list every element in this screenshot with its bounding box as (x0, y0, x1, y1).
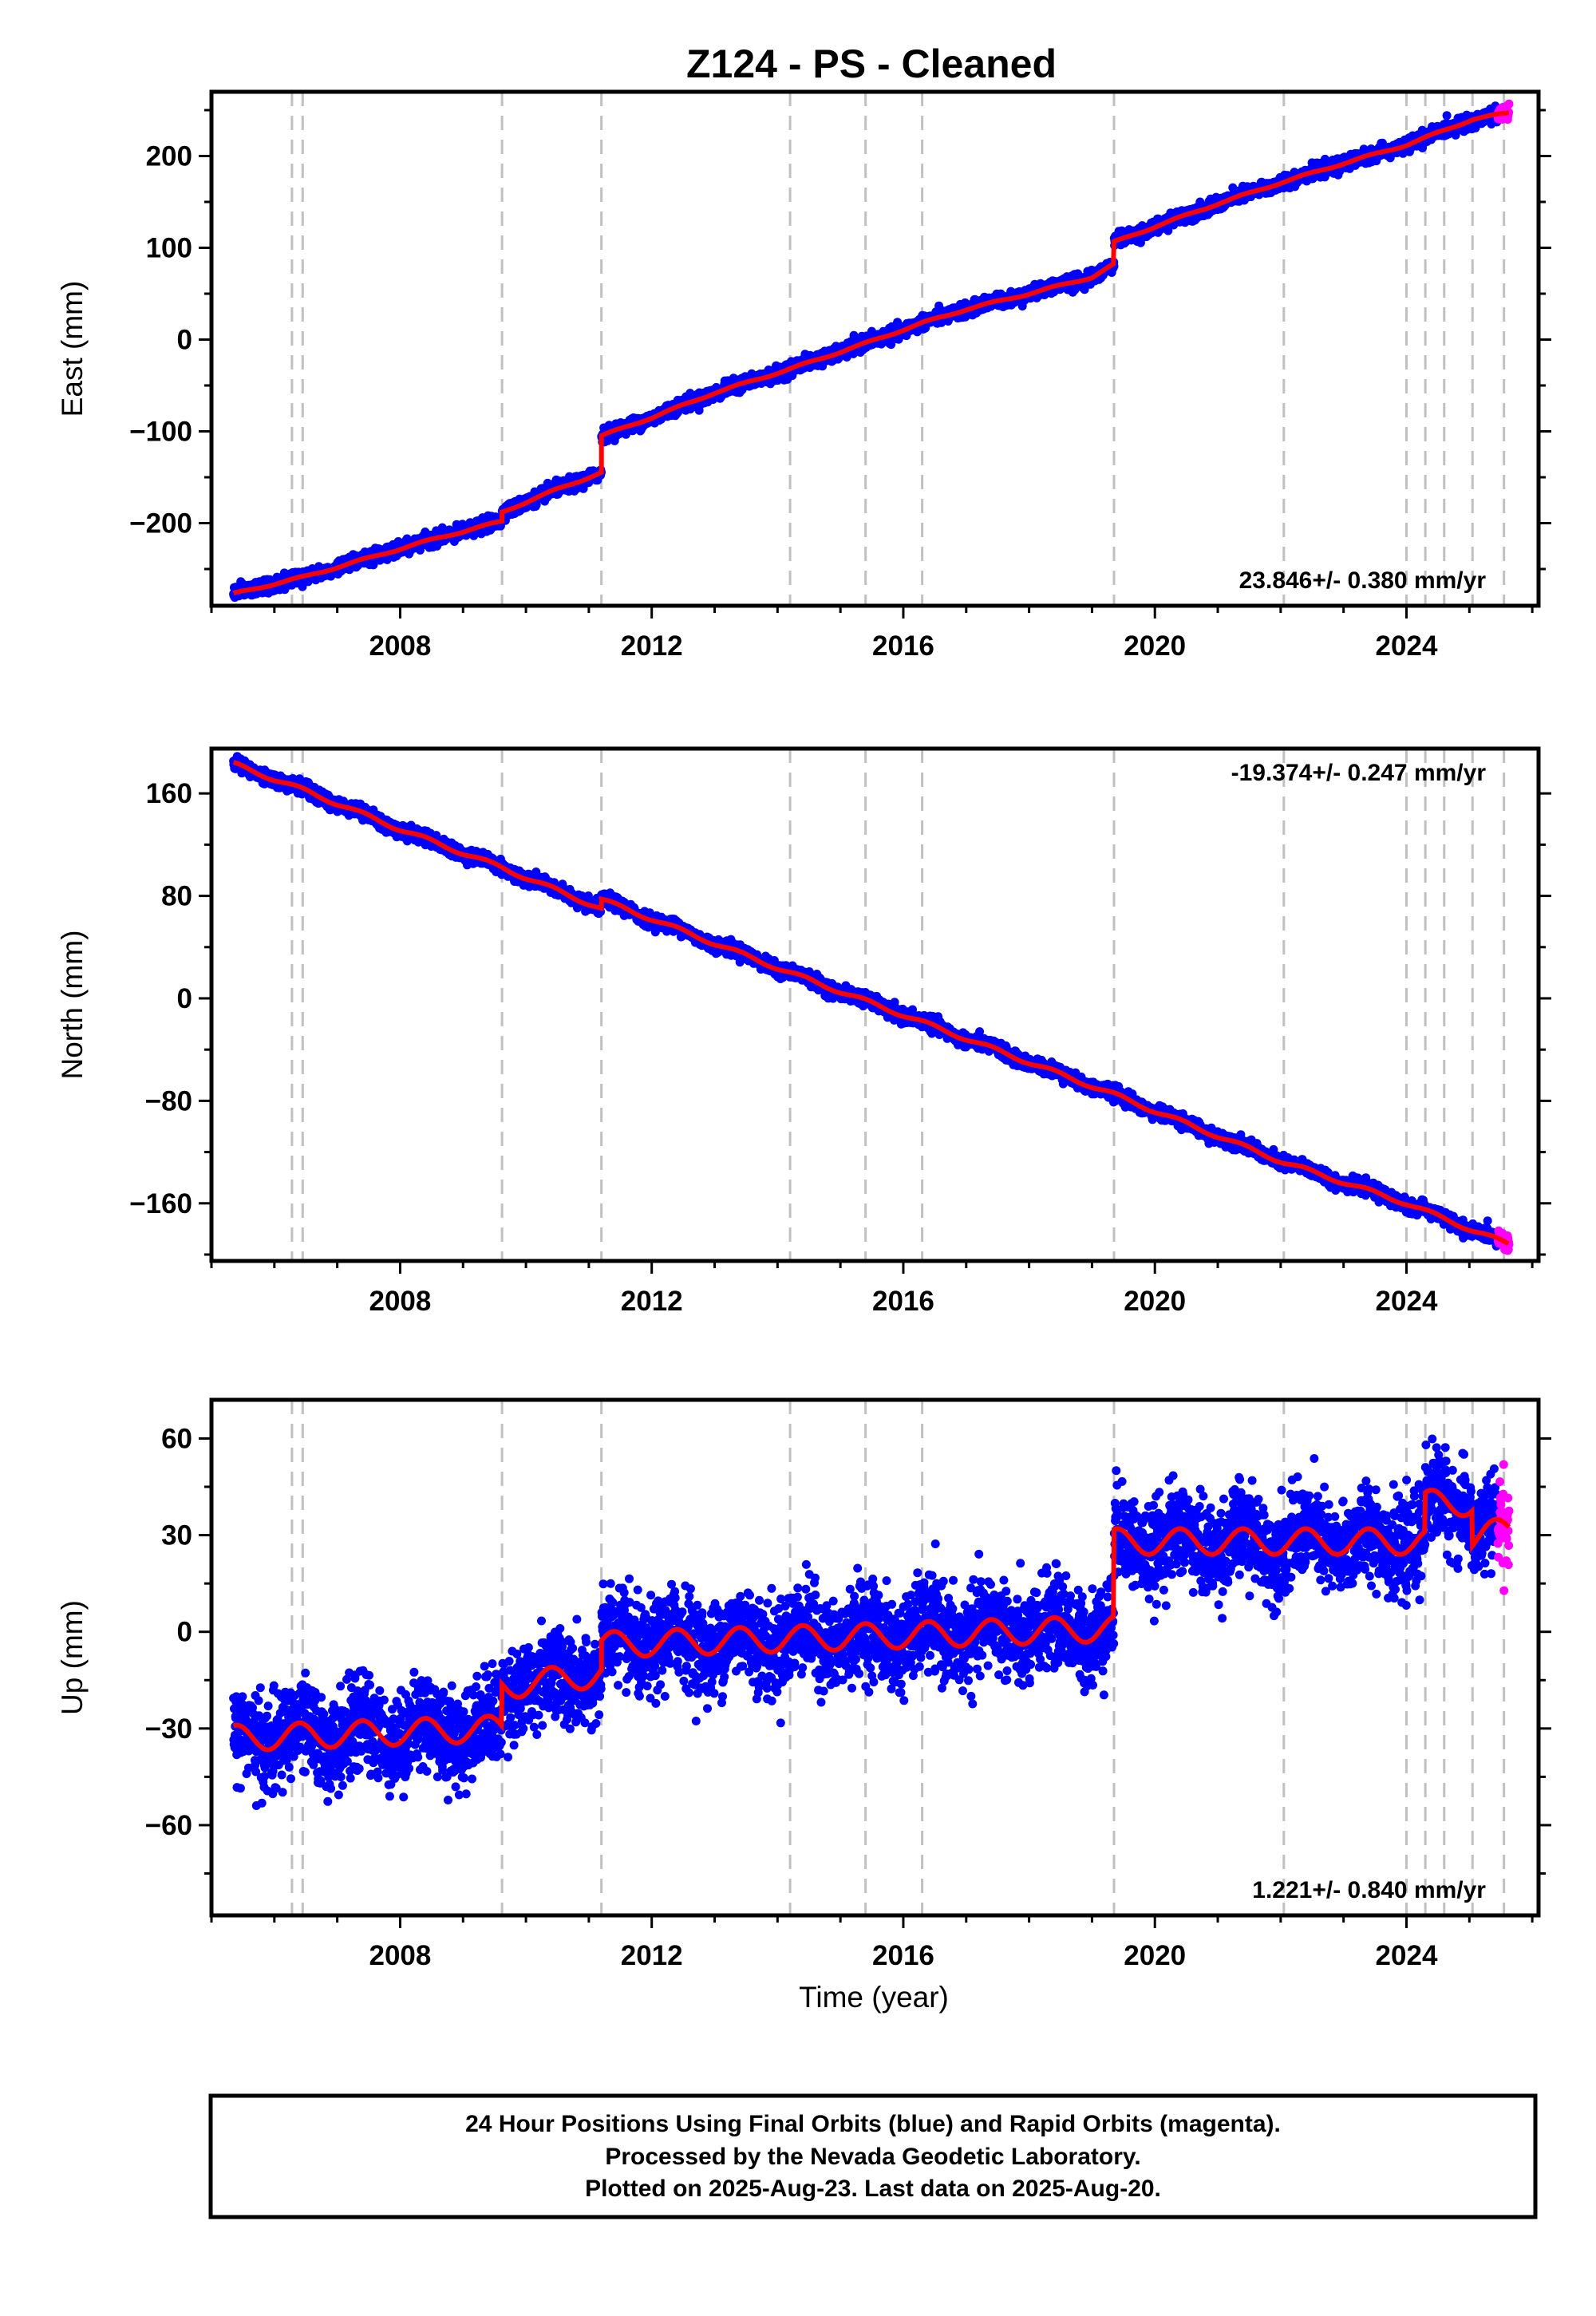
daily-positions (229, 99, 1514, 603)
position-point (1442, 111, 1452, 121)
chart-title: Z124 - PS - Cleaned (686, 41, 1057, 86)
